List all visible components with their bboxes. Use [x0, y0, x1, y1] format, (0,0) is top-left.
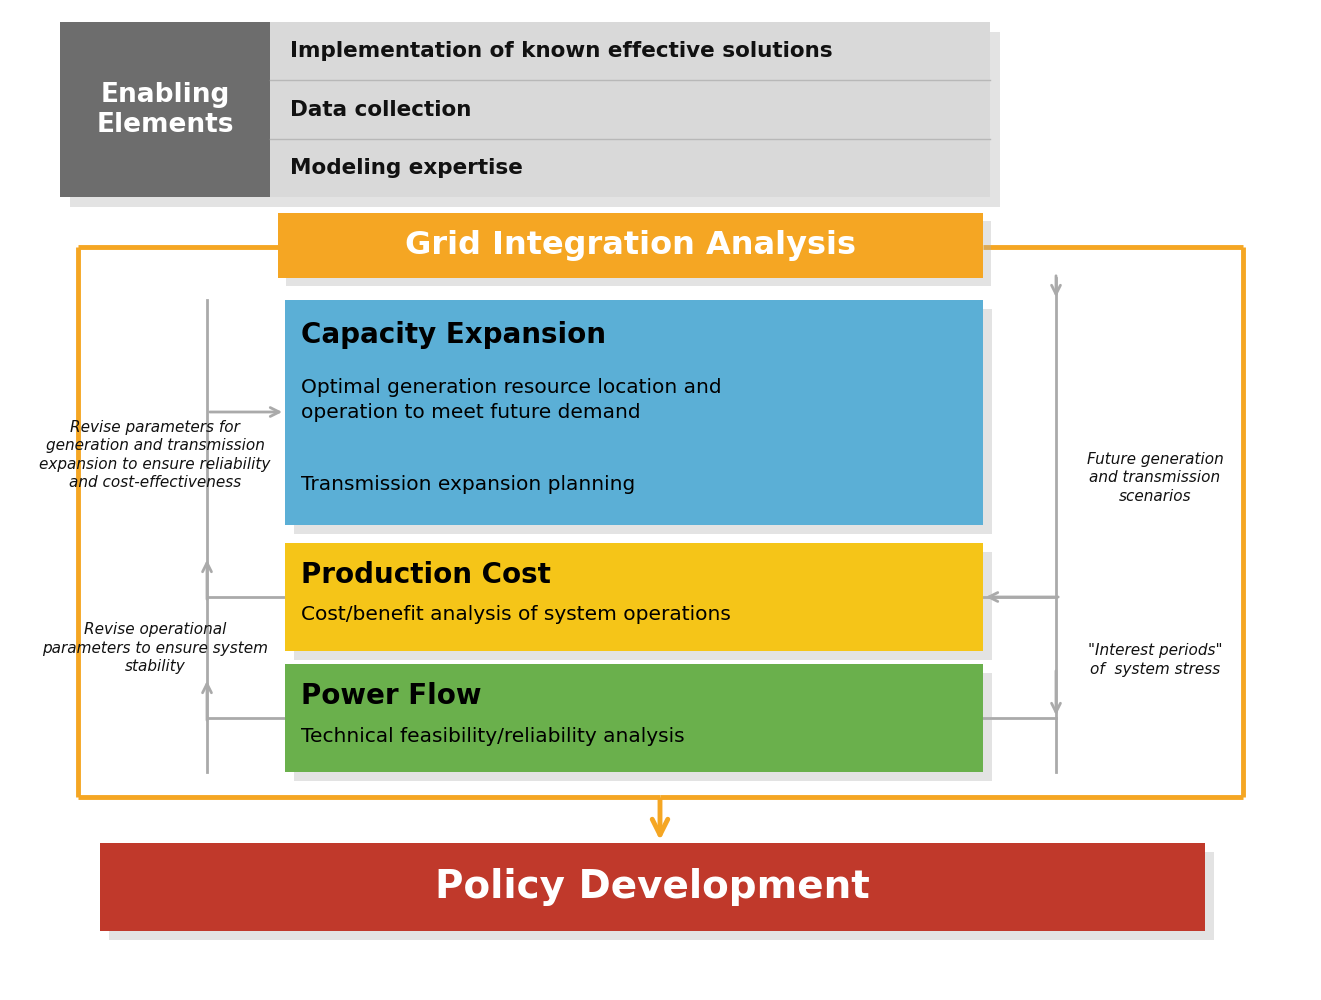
- Bar: [287, 221, 991, 286]
- Bar: [295, 309, 992, 534]
- Text: Power Flow: Power Flow: [301, 682, 481, 710]
- Bar: [269, 22, 989, 197]
- Text: Enabling
Elements: Enabling Elements: [96, 82, 234, 137]
- Bar: [59, 22, 269, 197]
- Text: Revise parameters for
generation and transmission
expansion to ensure reliabilit: Revise parameters for generation and tra…: [40, 420, 271, 490]
- Bar: [285, 664, 983, 772]
- Bar: [70, 32, 1000, 207]
- Text: Transmission expansion planning: Transmission expansion planning: [301, 476, 635, 494]
- Text: Future generation
and transmission
scenarios: Future generation and transmission scena…: [1087, 452, 1223, 504]
- Bar: [295, 552, 992, 660]
- Bar: [295, 673, 992, 781]
- Text: Production Cost: Production Cost: [301, 561, 551, 589]
- Text: Technical feasibility/reliability analysis: Technical feasibility/reliability analys…: [301, 726, 684, 746]
- Bar: [285, 543, 983, 651]
- Bar: [277, 213, 983, 278]
- Text: Data collection: Data collection: [291, 100, 472, 119]
- Bar: [110, 852, 1214, 940]
- Text: Revise operational
parameters to ensure system
stability: Revise operational parameters to ensure …: [42, 622, 268, 674]
- Text: Policy Development: Policy Development: [435, 868, 869, 906]
- Bar: [100, 843, 1205, 931]
- Text: Modeling expertise: Modeling expertise: [291, 158, 523, 178]
- Text: Cost/benefit analysis of system operations: Cost/benefit analysis of system operatio…: [301, 605, 731, 624]
- Text: Capacity Expansion: Capacity Expansion: [301, 321, 606, 349]
- Text: Grid Integration Analysis: Grid Integration Analysis: [406, 230, 856, 261]
- Text: "Interest periods"
of  system stress: "Interest periods" of system stress: [1087, 643, 1222, 677]
- Text: Implementation of known effective solutions: Implementation of known effective soluti…: [291, 41, 832, 61]
- Text: Optimal generation resource location and
operation to meet future demand: Optimal generation resource location and…: [301, 378, 721, 422]
- Bar: [285, 300, 983, 525]
